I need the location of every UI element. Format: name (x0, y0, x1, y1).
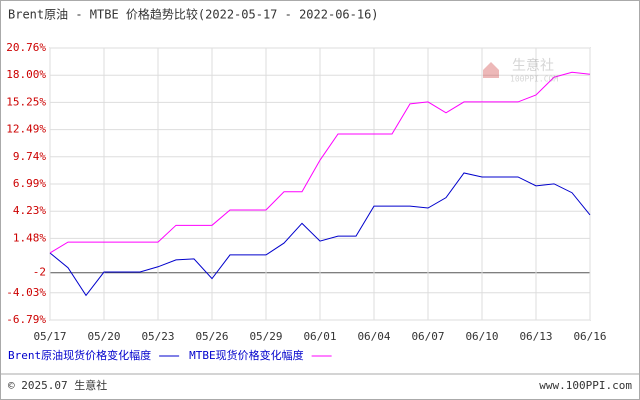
watermark-text: 生意社 (512, 57, 554, 74)
footer-left: © 2025.07 生意社 (8, 378, 107, 392)
x-tick-label: 06/07 (411, 330, 444, 343)
x-tick-label: 05/17 (33, 330, 66, 343)
y-tick-label: 4.23% (13, 204, 46, 217)
y-tick-label: 6.99% (13, 177, 46, 190)
x-tick-label: 06/13 (519, 330, 552, 343)
x-tick-label: 06/04 (357, 330, 390, 343)
legend-label: Brent原油现货价格变化幅度 (8, 348, 151, 362)
y-tick-label: 18.00% (6, 68, 46, 81)
footer-right: www.100PPI.com (539, 379, 632, 392)
y-tick-label: 15.25% (6, 95, 46, 108)
y-tick-label: -6.79% (6, 313, 46, 326)
y-tick-label: 1.48% (13, 231, 46, 244)
y-tick-label: 20.76% (6, 41, 46, 54)
series-line (49, 71, 591, 254)
watermark-text: 100PPI.COM (510, 75, 558, 84)
y-tick-label: 12.49% (6, 123, 46, 136)
y-tick-label: -4.03% (6, 286, 46, 299)
x-tick-label: 05/26 (195, 330, 228, 343)
watermark-icon (483, 62, 499, 78)
y-tick-label: -2 (33, 266, 46, 279)
x-tick-label: 06/01 (303, 330, 336, 343)
x-tick-label: 05/20 (87, 330, 120, 343)
chart-title: Brent原油 - MTBE 价格趋势比较(2022-05-17 - 2022-… (8, 7, 379, 22)
x-tick-label: 06/10 (465, 330, 498, 343)
series-line (49, 172, 591, 297)
watermark: 生意社 100PPI.COM (483, 57, 558, 84)
legend-label: MTBE现货价格变化幅度 (189, 348, 304, 362)
y-tick-label: 9.74% (13, 150, 46, 163)
x-tick-label: 05/29 (249, 330, 282, 343)
x-tick-label: 05/23 (141, 330, 174, 343)
x-tick-label: 06/16 (573, 330, 606, 343)
